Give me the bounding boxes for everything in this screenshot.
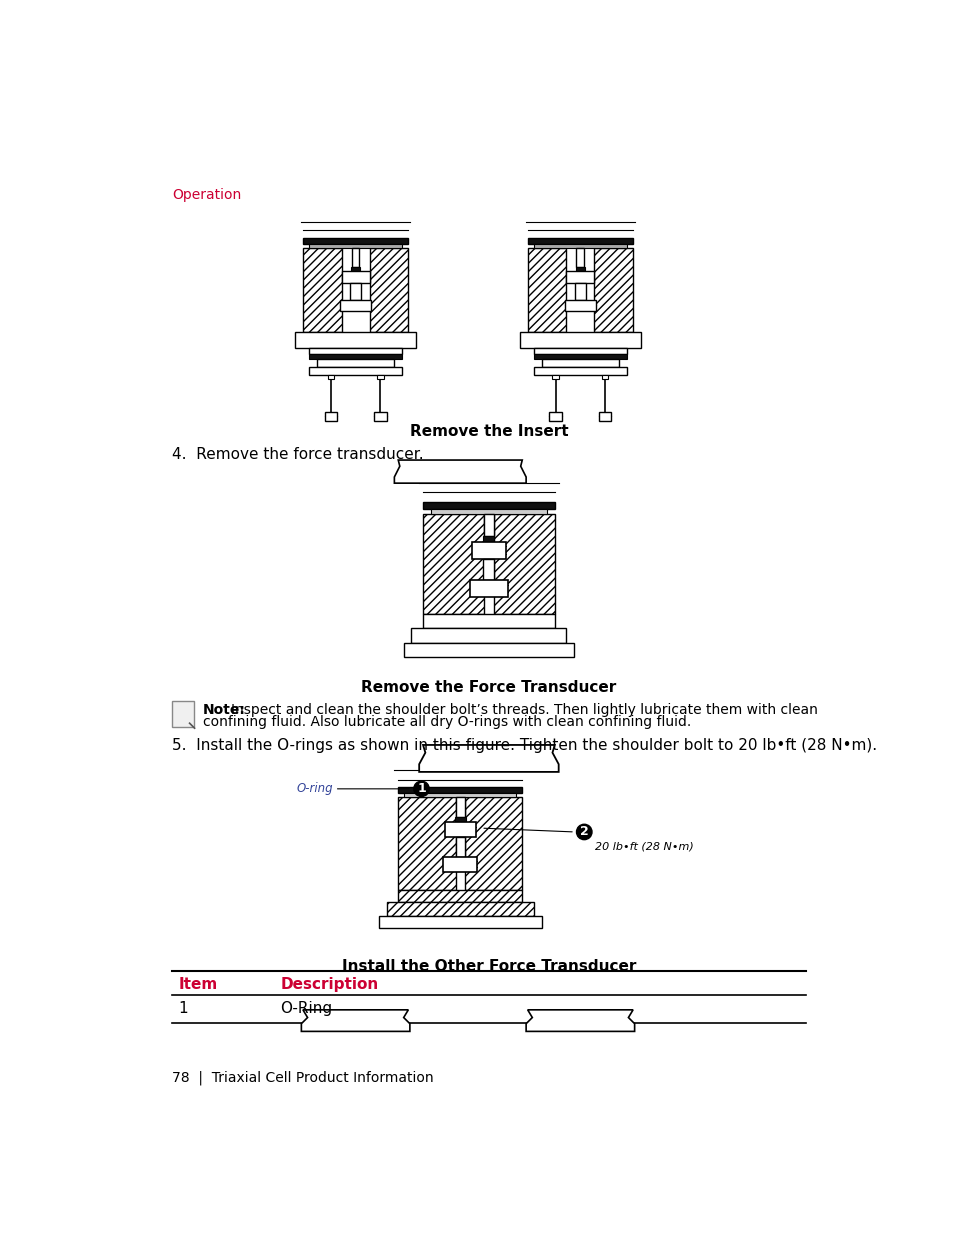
Bar xyxy=(378,916,541,929)
Text: Note:: Note: xyxy=(203,703,246,716)
Bar xyxy=(403,643,574,657)
Text: Operation: Operation xyxy=(172,188,241,203)
Bar xyxy=(303,237,408,243)
Bar xyxy=(411,627,566,643)
Circle shape xyxy=(576,824,592,840)
Bar xyxy=(444,823,476,837)
Bar xyxy=(422,503,555,509)
Text: 2: 2 xyxy=(579,825,588,839)
Bar xyxy=(575,283,585,300)
Bar xyxy=(309,353,402,359)
Text: 5.  Install the O-rings as shown in this figure. Tighten the shoulder bolt to 20: 5. Install the O-rings as shown in this … xyxy=(172,739,876,753)
Bar xyxy=(576,247,583,267)
Bar xyxy=(470,580,507,597)
Bar xyxy=(598,411,611,421)
Text: O-Ring: O-Ring xyxy=(280,1002,333,1016)
Bar xyxy=(601,374,608,379)
Bar xyxy=(534,243,626,247)
Bar xyxy=(309,243,402,247)
Bar xyxy=(324,411,336,421)
Bar xyxy=(464,798,521,889)
Bar xyxy=(352,247,359,267)
Bar xyxy=(350,283,360,300)
Bar xyxy=(397,798,456,889)
Bar xyxy=(309,347,402,353)
Text: 20 lb•ft (28 N•m): 20 lb•ft (28 N•m) xyxy=(595,841,693,851)
Bar xyxy=(369,247,408,332)
Bar xyxy=(549,411,561,421)
Bar xyxy=(172,701,193,727)
Bar xyxy=(422,614,555,627)
Text: Inspect and clean the shoulder bolt’s threads. Then lightly lubricate them with : Inspect and clean the shoulder bolt’s th… xyxy=(231,703,817,716)
Bar xyxy=(483,558,494,580)
Bar xyxy=(552,374,558,379)
Text: 78  |  Triaxial Cell Product Information: 78 | Triaxial Cell Product Information xyxy=(172,1071,433,1086)
Bar xyxy=(456,798,464,818)
Bar xyxy=(374,411,386,421)
Bar xyxy=(386,902,534,916)
Text: Item: Item xyxy=(178,977,217,992)
Text: Remove the Force Transducer: Remove the Force Transducer xyxy=(361,679,616,694)
Bar xyxy=(519,332,640,347)
Polygon shape xyxy=(418,745,558,772)
Bar xyxy=(566,272,594,283)
Bar xyxy=(534,353,626,359)
Bar xyxy=(534,347,626,353)
Bar xyxy=(341,272,369,283)
Bar xyxy=(564,300,596,311)
Bar xyxy=(294,332,416,347)
Bar xyxy=(397,787,521,793)
Bar xyxy=(443,857,476,872)
Text: confining fluid. Also lubricate all dry O-rings with clean confining fluid.: confining fluid. Also lubricate all dry … xyxy=(203,715,691,729)
Bar xyxy=(351,267,360,272)
Bar xyxy=(472,542,505,558)
Polygon shape xyxy=(525,1010,634,1031)
Bar xyxy=(575,267,584,272)
Bar xyxy=(328,374,334,379)
Bar xyxy=(455,818,465,824)
Bar xyxy=(534,367,626,374)
Bar xyxy=(309,367,402,374)
Bar xyxy=(303,247,341,332)
Bar xyxy=(397,889,521,902)
Text: O-ring: O-ring xyxy=(296,782,333,795)
Bar xyxy=(594,247,633,332)
Bar xyxy=(404,793,516,798)
Bar xyxy=(456,837,464,857)
Text: Install the Other Force Transducer: Install the Other Force Transducer xyxy=(341,960,636,974)
Bar xyxy=(316,359,394,367)
Bar xyxy=(377,374,383,379)
Circle shape xyxy=(414,782,429,797)
Bar xyxy=(541,359,618,367)
Bar xyxy=(422,514,484,614)
Text: 1: 1 xyxy=(178,1002,188,1016)
Polygon shape xyxy=(301,1010,410,1031)
Text: 4.  Remove the force transducer.: 4. Remove the force transducer. xyxy=(172,447,423,462)
Text: 1: 1 xyxy=(416,782,425,795)
Bar xyxy=(484,514,493,536)
Bar xyxy=(527,237,633,243)
Bar xyxy=(493,514,555,614)
Bar xyxy=(431,509,546,514)
Bar xyxy=(483,536,494,542)
Bar xyxy=(527,247,566,332)
Text: Description: Description xyxy=(280,977,378,992)
Polygon shape xyxy=(394,461,525,483)
Text: Remove the Insert: Remove the Insert xyxy=(409,424,568,438)
Bar xyxy=(340,300,371,311)
